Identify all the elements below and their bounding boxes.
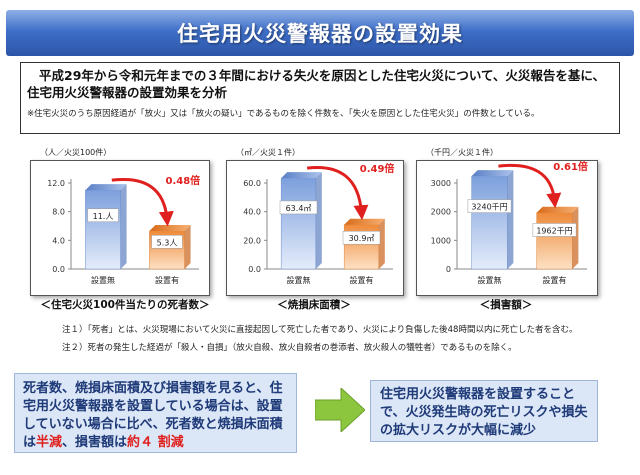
category-label: 設置無 xyxy=(287,275,311,285)
chart1-unit-label: （人／火災100件） xyxy=(40,148,112,157)
bar-top xyxy=(536,206,579,213)
data-label: 3240千円 xyxy=(471,202,507,212)
data-label-box xyxy=(532,223,577,237)
bar-top xyxy=(149,225,191,232)
bar xyxy=(536,212,573,270)
bar-side xyxy=(120,184,127,269)
category-label: 設置有 xyxy=(543,275,567,285)
notes: 注１）「死者」とは、火災現場において火災に直接起因して死亡した者であり、火災によ… xyxy=(62,324,602,360)
chart2-unit-label: （㎡／火災１件） xyxy=(236,148,300,157)
y-tick-label: 12.0 xyxy=(47,179,65,188)
bar-side xyxy=(378,218,385,269)
chart-damage: 0 1000 2000 3000 3240千円 設置無 1962千円 設置有 0.61倍 xyxy=(416,160,598,296)
category-label: 設置有 xyxy=(350,275,374,285)
y-tick-label: 4.0 xyxy=(52,236,65,245)
data-label-box xyxy=(279,200,318,215)
intro-box: 平成29年から令和元年までの３年間における失火を原因とした住宅火災について、火災… xyxy=(20,62,620,134)
intro-text: 平成29年から令和元年までの３年間における失火を原因とした住宅火災について、火災… xyxy=(27,68,606,100)
bar-top xyxy=(85,184,127,191)
note-2: 注２）死者の発生した経過が「殺人・自損」（放火自殺、放火自殺者の巻添者、放火殺人… xyxy=(62,343,517,353)
data-label: 63.4㎡ xyxy=(286,204,312,213)
bar-top xyxy=(471,170,514,177)
ratio-arrow xyxy=(306,165,369,221)
summary-highlight-half: 半減 xyxy=(36,435,63,450)
data-label: 1962千円 xyxy=(536,225,572,235)
intro-note: ※住宅火災のうち原因経過が「放火」又は「放火の疑い」であるものを除く件数を、「失… xyxy=(27,109,540,119)
summary-text-1: 死者数、焼損床面積及び損害額を見ると、住宅用火災警報器を設置している場合は、設置… xyxy=(23,381,283,450)
y-tick-label: 0.0 xyxy=(248,265,261,274)
title-banner: 住宅用火災警報器の設置効果 xyxy=(6,10,634,56)
result-box: 住宅用火災警報器を設置することで、火災発生時の死亡リスクや損失の拡大リスクが大幅… xyxy=(370,380,598,442)
bar-side xyxy=(507,170,514,269)
bar-top xyxy=(344,218,385,225)
result-text: 住宅用火災警報器を設置することで、火災発生時の死亡リスクや損失の拡大リスクが大幅… xyxy=(380,387,588,438)
data-label: 5.3人 xyxy=(157,238,178,247)
ratio-label: 0.48倍 xyxy=(165,174,200,187)
chart2-caption: ＜焼損床面積＞ xyxy=(277,299,351,311)
chart3-unit-label: （千円／火災１件） xyxy=(426,148,498,157)
data-label-box xyxy=(342,230,381,245)
category-label: 設置無 xyxy=(478,275,502,285)
data-label-box xyxy=(151,235,183,249)
data-label: 11.人 xyxy=(93,212,114,221)
y-tick-label: 8.0 xyxy=(52,208,65,217)
category-label: 設置有 xyxy=(155,275,179,285)
y-tick-label: 1000 xyxy=(431,236,451,245)
chart1-caption: ＜住宅火災100件当たりの死者数＞ xyxy=(40,299,210,311)
bar-side xyxy=(184,225,191,269)
page-title: 住宅用火災警報器の設置効果 xyxy=(177,22,463,46)
data-label-box xyxy=(467,199,512,213)
y-tick-label: 3000 xyxy=(431,179,451,188)
y-tick-label: 0 xyxy=(446,265,451,274)
chart-deaths: 0.0 4.0 8.0 12.0 11.人設置無 5.3人設置有 0.48倍 xyxy=(30,160,210,296)
chart3-caption: ＜損害額＞ xyxy=(479,299,533,311)
category-label: 設置無 xyxy=(91,275,115,285)
y-tick-label: 60.0 xyxy=(243,179,261,188)
right-arrow-icon xyxy=(315,388,365,432)
summary-highlight-40pct: 約４ 割減 xyxy=(127,435,184,450)
bar-top xyxy=(281,172,322,179)
y-tick-label: 2000 xyxy=(431,208,451,217)
bar-side xyxy=(572,206,579,269)
y-tick-label: 40.0 xyxy=(243,208,261,217)
bar xyxy=(85,189,121,270)
data-label-box xyxy=(87,208,119,223)
summary-text-2: 、損害額は xyxy=(62,435,128,450)
bar-side xyxy=(315,172,322,269)
data-label: 30.9㎡ xyxy=(349,234,375,243)
ratio-label: 0.49倍 xyxy=(360,162,395,175)
ratio-arrow xyxy=(498,163,562,209)
bar xyxy=(280,177,317,270)
summary-box: 死者数、焼損床面積及び損害額を見ると、住宅用火災警報器を設置している場合は、設置… xyxy=(14,373,297,453)
bar xyxy=(471,175,508,270)
y-tick-label: 0.0 xyxy=(52,265,65,274)
ratio-label: 0.61倍 xyxy=(553,160,588,173)
note-1: 注１）「死者」とは、火災現場において火災に直接起因して死亡した者であり、火災によ… xyxy=(62,325,578,335)
ratio-arrow xyxy=(111,177,174,227)
y-tick-label: 20.0 xyxy=(243,236,261,245)
